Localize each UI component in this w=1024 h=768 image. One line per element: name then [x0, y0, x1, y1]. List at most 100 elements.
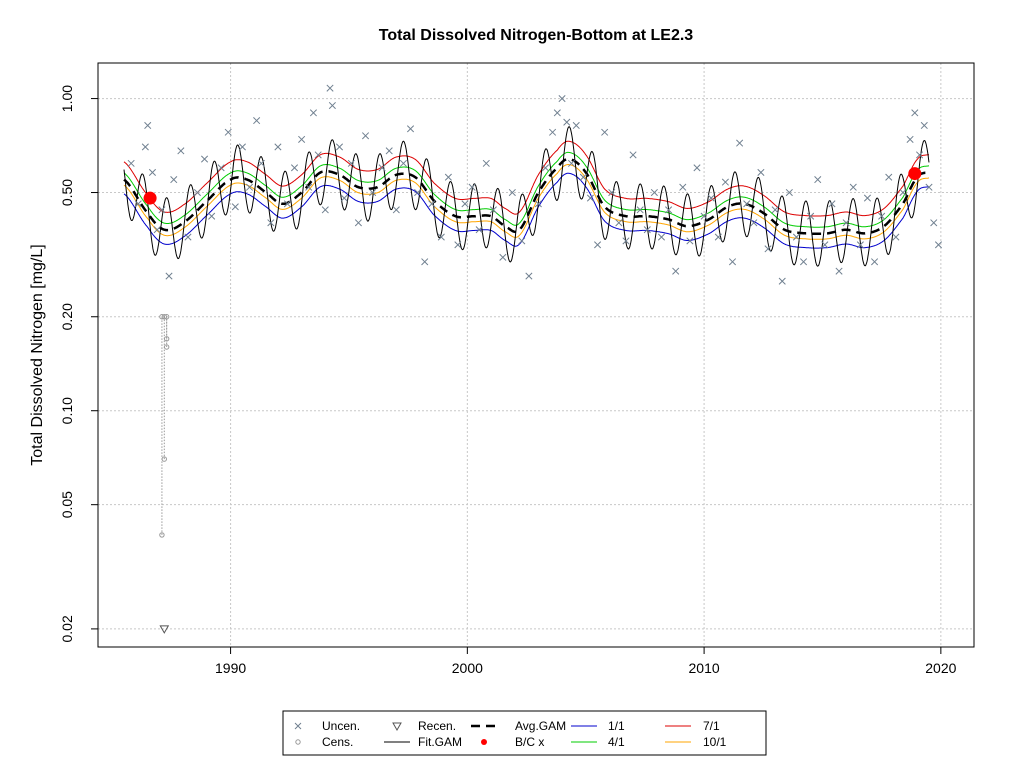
uncensored-point: [799, 258, 808, 266]
uncensored-point: [153, 226, 161, 234]
uncensored-point: [361, 132, 370, 140]
uncensored-point: [148, 168, 157, 176]
uncensored-point: [856, 241, 864, 249]
uncensored-point: [541, 164, 550, 172]
y-tick-label: 0.05: [59, 491, 75, 518]
uncensored-point: [707, 194, 715, 202]
uncensored-point: [700, 212, 708, 220]
uncensored-point: [714, 233, 722, 241]
legend-label: 4/1: [608, 735, 625, 749]
uncensored-point: [267, 219, 275, 227]
uncensored-point: [208, 212, 216, 220]
uncensored-point: [657, 233, 666, 241]
uncensored-point: [314, 151, 322, 159]
x-axis: 1990 2000 2010 2020: [215, 647, 957, 676]
uncensored-point: [170, 176, 178, 184]
uncensored-point: [764, 245, 772, 253]
fit-gam-line: [123, 126, 930, 267]
uncensored-point: [385, 147, 393, 155]
uncensored-point: [217, 164, 225, 172]
uncensored-point: [184, 233, 192, 241]
uncensored-point: [238, 143, 246, 151]
uncensored-point: [525, 272, 533, 280]
uncensored-point: [586, 194, 595, 202]
uncensored-point: [414, 188, 422, 197]
uncensored-point: [553, 109, 561, 117]
uncensored-point: [283, 200, 291, 208]
uncensored-point: [518, 237, 526, 245]
uncensored-point: [728, 258, 737, 266]
uncensored-point: [231, 203, 239, 211]
uncensored-point: [601, 128, 609, 136]
chart-title: Total Dissolved Nitrogen-Bottom at LE2.3: [379, 27, 694, 44]
y-tick-label: 1.00: [59, 85, 75, 112]
uncensored-point: [141, 143, 149, 151]
uncensored-point: [454, 241, 462, 249]
uncensored-point: [892, 233, 900, 241]
uncensored-point: [693, 164, 701, 172]
y-tick-label: 0.50: [59, 179, 75, 206]
uncensored-point: [347, 159, 355, 167]
seasonal-line-1-1: [123, 172, 930, 249]
uncensored-point: [721, 178, 729, 186]
x-tick-label: 2000: [452, 660, 483, 676]
uncensored-point: [792, 233, 800, 241]
uncensored-point: [245, 183, 254, 191]
plot-frame: [97, 62, 975, 648]
uncensored-point: [650, 188, 658, 197]
seasonal-line-7-1: [123, 140, 929, 217]
avg-gam-line: [123, 157, 930, 236]
uncensored-point: [274, 143, 282, 151]
uncensored-point: [253, 117, 261, 125]
legend-item-cens-: Cens.: [295, 735, 353, 749]
uncensored-point: [608, 188, 616, 197]
uncensored-point: [899, 188, 907, 197]
uncensored-point: [340, 194, 348, 202]
legend-item-1-1: 1/1: [571, 719, 625, 733]
uncensored-point: [158, 206, 166, 214]
uncensored-point: [392, 206, 400, 214]
legend-marker: [294, 722, 302, 730]
uncensored-point: [771, 206, 779, 214]
grid: [98, 63, 974, 647]
uncensored-point: [629, 151, 637, 159]
uncensored-point: [321, 206, 329, 214]
legend-item-7-1: 7/1: [665, 719, 720, 733]
uncensored-point: [679, 183, 687, 191]
y-tick-label: 0.10: [59, 397, 75, 424]
legend-item-4-1: 4/1: [571, 735, 625, 749]
uncensored-point: [743, 200, 751, 208]
uncensored-point: [326, 84, 334, 92]
seasonal-line-10-1: [123, 164, 930, 240]
uncensored-point: [406, 125, 415, 133]
legend-item-10-1: 10/1: [665, 735, 727, 749]
uncensored-point: [177, 147, 185, 155]
uncensored-point: [369, 188, 377, 197]
uncensored-point: [563, 118, 571, 126]
censored-point: [159, 532, 165, 538]
uncensored-point: [934, 241, 943, 249]
uncensored-point: [930, 219, 938, 227]
uncensored-point: [814, 176, 822, 184]
uncensored-point: [165, 272, 173, 280]
bc-point: [908, 167, 922, 181]
uncensored-point: [906, 135, 914, 143]
uncensored-point: [622, 237, 630, 245]
legend-item-uncen-: Uncen.: [294, 719, 360, 733]
uncensored-point: [508, 188, 516, 197]
y-axis-label: Total Dissolved Nitrogen [mg/L]: [29, 244, 46, 465]
uncensored-point: [750, 219, 758, 227]
uncensored-point: [475, 226, 483, 234]
legend-label: 7/1: [703, 719, 720, 733]
y-tick-label: 0.02: [59, 615, 75, 642]
legend-marker: [295, 739, 301, 745]
uncensored-point: [785, 188, 793, 197]
uncensored-point: [461, 200, 469, 208]
uncensored-point: [224, 128, 232, 136]
legend: Uncen. Cens. Recen. Fit.GAM Avg.GAM B/C x 1/1 4…: [282, 710, 767, 756]
uncensored-point: [309, 109, 318, 117]
y-tick-label: 0.20: [59, 303, 75, 330]
uncensored-point: [594, 241, 602, 249]
uncensored-point: [437, 233, 445, 241]
